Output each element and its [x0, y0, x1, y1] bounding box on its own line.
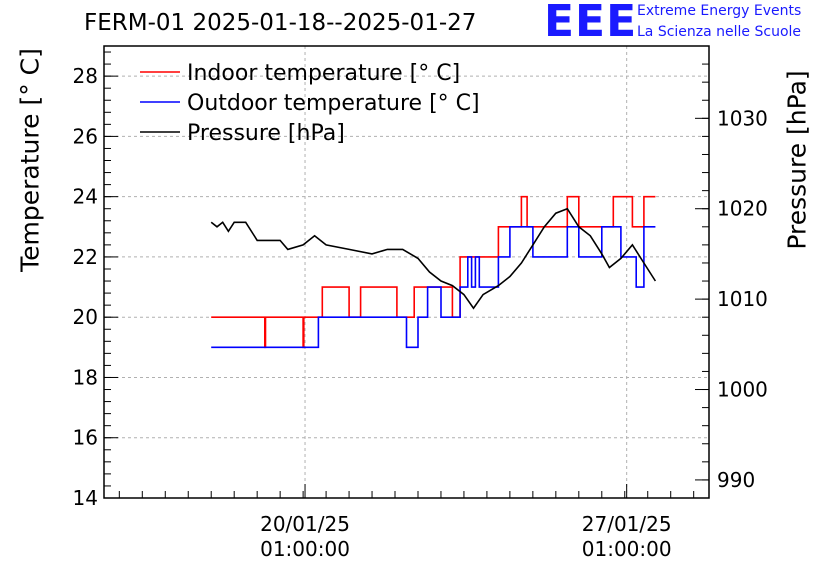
x-tick-label-time: 01:00:00	[582, 537, 672, 561]
legend-label: Pressure [hPa]	[187, 121, 345, 146]
x-tick-label-time: 01:00:00	[260, 537, 350, 561]
series-line-1	[211, 226, 656, 349]
y2-tick-label: 1030	[717, 106, 768, 130]
y-tick-label: 24	[73, 185, 98, 209]
axes: 14 16 18 20 22 24 26 28 990 1000 1010 1020 1030 20/01…	[73, 45, 768, 561]
logo-line-2: La Scienza nelle Scuole	[637, 24, 802, 40]
legend-label: Outdoor temperature [° C]	[187, 91, 480, 116]
x-tick-label-date: 27/01/25	[582, 512, 672, 536]
x-tick-label-date: 20/01/25	[260, 512, 350, 536]
y-tick-label: 22	[73, 245, 98, 269]
y2-tick-label: 1010	[717, 287, 768, 311]
y-tick-label: 20	[73, 305, 98, 329]
y2-tick-label: 990	[717, 468, 755, 492]
legend-label: Indoor temperature [° C]	[187, 61, 460, 86]
y-tick-label: 26	[73, 124, 98, 148]
chart-title: FERM-01 2025-01-18--2025-01-27	[84, 10, 477, 36]
logo-line-1: Extreme Energy Events	[637, 3, 802, 19]
series-lines	[210, 195, 657, 349]
y-tick-label: 16	[73, 426, 98, 450]
plot-frame	[103, 45, 710, 499]
grid-lines	[104, 46, 709, 498]
series-line-2	[210, 207, 657, 310]
eee-logo: EEE	[544, 0, 638, 47]
y2-tick-label: 1000	[717, 378, 768, 402]
legend: Indoor temperature [° C] Outdoor temperat…	[140, 61, 480, 146]
y-tick-label: 14	[73, 486, 98, 510]
series-line-0	[211, 195, 656, 349]
y2-tick-label: 1020	[717, 197, 768, 221]
y-tick-label: 18	[73, 365, 98, 389]
y-tick-label: 28	[73, 64, 98, 88]
